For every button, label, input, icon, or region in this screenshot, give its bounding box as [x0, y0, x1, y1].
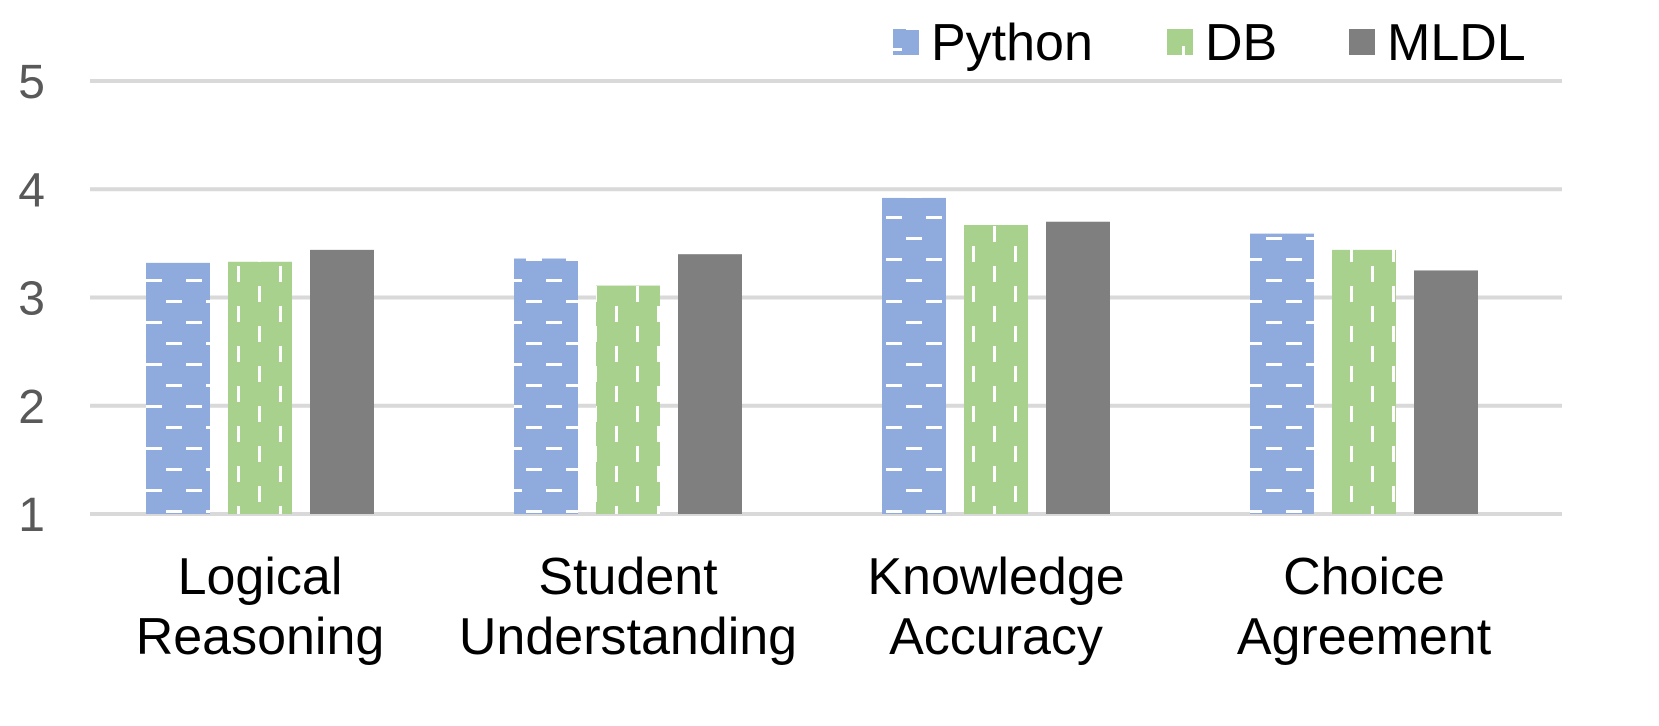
x-tick-label: Accuracy [889, 608, 1103, 666]
y-tick-label: 1 [18, 489, 45, 542]
legend-label-db: DB [1205, 14, 1277, 72]
x-tick-label: Understanding [459, 608, 797, 666]
bar-python-3 [1250, 233, 1314, 514]
y-tick-label: 2 [18, 381, 45, 434]
y-tick-label: 5 [18, 56, 45, 109]
x-tick-label: Knowledge [867, 548, 1124, 606]
bar-mldl-3 [1414, 270, 1478, 514]
bar-db-3 [1332, 249, 1396, 514]
bar-mldl-2 [1046, 221, 1110, 514]
bar-python-0 [146, 262, 210, 514]
y-axis: 1 2 3 4 5 [18, 56, 45, 542]
legend-label-mldl: MLDL [1387, 14, 1526, 72]
bar-mldl-0 [310, 249, 374, 514]
legend-label-python: Python [931, 14, 1093, 72]
legend-swatch-python [893, 29, 919, 55]
bar-db-1 [596, 285, 660, 514]
x-tick-label: Reasoning [136, 608, 385, 666]
bar-python-2 [882, 197, 946, 514]
bars [146, 197, 1478, 514]
x-tick-label: Choice [1283, 548, 1445, 606]
y-tick-label: 4 [18, 164, 45, 217]
bar-mldl-1 [678, 254, 742, 514]
y-tick-label: 3 [18, 273, 45, 326]
x-tick-label: Agreement [1237, 608, 1492, 666]
legend-swatch-db [1167, 29, 1193, 55]
legend: Python DB MLDL [893, 14, 1526, 72]
bar-db-0 [228, 261, 292, 514]
x-tick-label: Logical [178, 548, 343, 606]
bar-db-2 [964, 224, 1028, 514]
legend-swatch-mldl [1349, 29, 1375, 55]
bar-python-1 [514, 258, 578, 514]
x-tick-label: Student [538, 548, 718, 606]
